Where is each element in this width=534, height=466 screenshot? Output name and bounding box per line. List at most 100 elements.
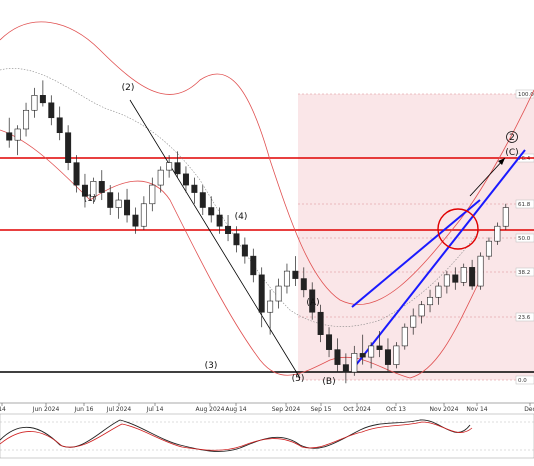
wave-label: (A) <box>306 298 319 308</box>
projection-arrowhead <box>498 158 505 165</box>
fib-level-label: 100.0 <box>518 92 534 98</box>
candle-body <box>56 117 63 134</box>
candle-body <box>275 285 282 302</box>
candle-body <box>90 181 97 197</box>
candle-body <box>326 334 333 350</box>
candle-body <box>216 214 223 227</box>
candle-body <box>250 255 257 276</box>
candle-body <box>258 274 265 313</box>
candle-body <box>359 353 366 358</box>
candle-body <box>6 132 13 141</box>
candle-body <box>132 214 139 227</box>
candle-body <box>485 240 492 257</box>
fib-label-box <box>515 89 534 99</box>
fib-label-box <box>515 375 534 385</box>
fib-level-label: 0.0 <box>518 378 527 384</box>
x-tick-label: Oct 2024 <box>343 406 371 413</box>
candle-body <box>73 162 80 186</box>
bollinger-lower <box>0 129 481 379</box>
fib-label-box <box>515 233 534 243</box>
wave-label: 2 <box>509 133 515 143</box>
candle-body <box>401 326 408 347</box>
candle-body <box>107 192 114 208</box>
candle-body <box>157 169 164 186</box>
candle-body <box>233 233 240 246</box>
x-tick-label: Jun 2024 <box>32 406 60 413</box>
wave-label: (1) <box>84 194 97 204</box>
candle-body <box>427 296 434 306</box>
candle-body <box>149 184 156 205</box>
x-tick-label: Oct 13 <box>386 406 406 413</box>
bollinger-upper <box>0 21 534 305</box>
candle-body <box>292 270 299 279</box>
candle-body <box>182 173 189 186</box>
candle-body <box>124 199 131 216</box>
candle-body <box>267 300 274 313</box>
x-tick-label: Aug 2024 <box>196 406 225 413</box>
candle-body <box>309 289 316 313</box>
wave-label: (3) <box>205 361 218 371</box>
candle-body <box>477 255 484 287</box>
candle-body <box>115 199 122 208</box>
candle-body <box>191 184 198 193</box>
candle-body <box>334 349 341 365</box>
candle-body <box>502 207 509 227</box>
wave-label: (C) <box>505 148 518 158</box>
candle-body <box>393 345 400 365</box>
oscillator-panel <box>0 413 534 459</box>
candle-body <box>199 192 206 208</box>
channel-lower-line <box>351 149 526 371</box>
x-tick-label: Sep 15 <box>311 406 332 413</box>
projection-arrow <box>469 157 506 197</box>
candle-body <box>410 315 417 328</box>
wave-label: (5) <box>292 374 305 384</box>
x-tick-label: 14 <box>0 406 6 413</box>
candle-body <box>174 162 181 175</box>
candle-body <box>469 267 476 287</box>
fib-label-box <box>515 199 534 209</box>
candle-body <box>283 270 290 287</box>
x-tick-label: Aug 14 <box>225 406 246 413</box>
candle-body <box>418 304 425 317</box>
candle-body <box>81 184 88 197</box>
candle-body <box>460 267 467 283</box>
candle-body <box>452 274 459 283</box>
candle-body <box>39 95 46 104</box>
candle-body <box>140 203 147 227</box>
oscillator-signal-line <box>0 421 473 451</box>
wave-label: (4) <box>235 212 248 222</box>
candle-body <box>65 132 72 163</box>
candle-body <box>208 207 215 216</box>
candle-body <box>443 274 450 287</box>
candle-body <box>98 181 105 193</box>
channel-upper-line <box>351 199 481 308</box>
fib-level-label: 38.2 <box>518 270 530 276</box>
wave-label: (B) <box>322 377 335 387</box>
candle-body <box>376 345 383 350</box>
candle-body <box>317 311 324 335</box>
fib-label-box <box>515 267 534 277</box>
x-tick-label: Jul 2024 <box>106 406 132 413</box>
wave-trend-line <box>129 99 301 379</box>
candle-body <box>300 278 307 291</box>
wave-label: (2) <box>122 83 135 93</box>
candle-body <box>23 109 30 130</box>
fib-level-label: 76.4 <box>518 156 531 162</box>
candle-body <box>368 345 375 358</box>
fib-label-box <box>515 312 534 322</box>
fib-level-label: 61.8 <box>518 202 531 208</box>
fib-level-label: 23.6 <box>518 315 531 321</box>
candle-body <box>225 225 232 235</box>
candle-body <box>351 353 358 373</box>
x-tick-label: Jun 16 <box>74 406 94 413</box>
candle-body <box>384 349 391 365</box>
x-tick-label: Nov 14 <box>466 406 487 413</box>
x-tick-label: Sep 2024 <box>272 406 301 413</box>
candle-body <box>14 128 21 141</box>
candle-body <box>342 364 349 373</box>
x-tick-label: Nov 2024 <box>430 406 459 413</box>
wave-label-circle <box>506 131 518 143</box>
x-tick-label: Jul 14 <box>146 406 164 413</box>
fib-level-label: 50.0 <box>518 236 531 242</box>
